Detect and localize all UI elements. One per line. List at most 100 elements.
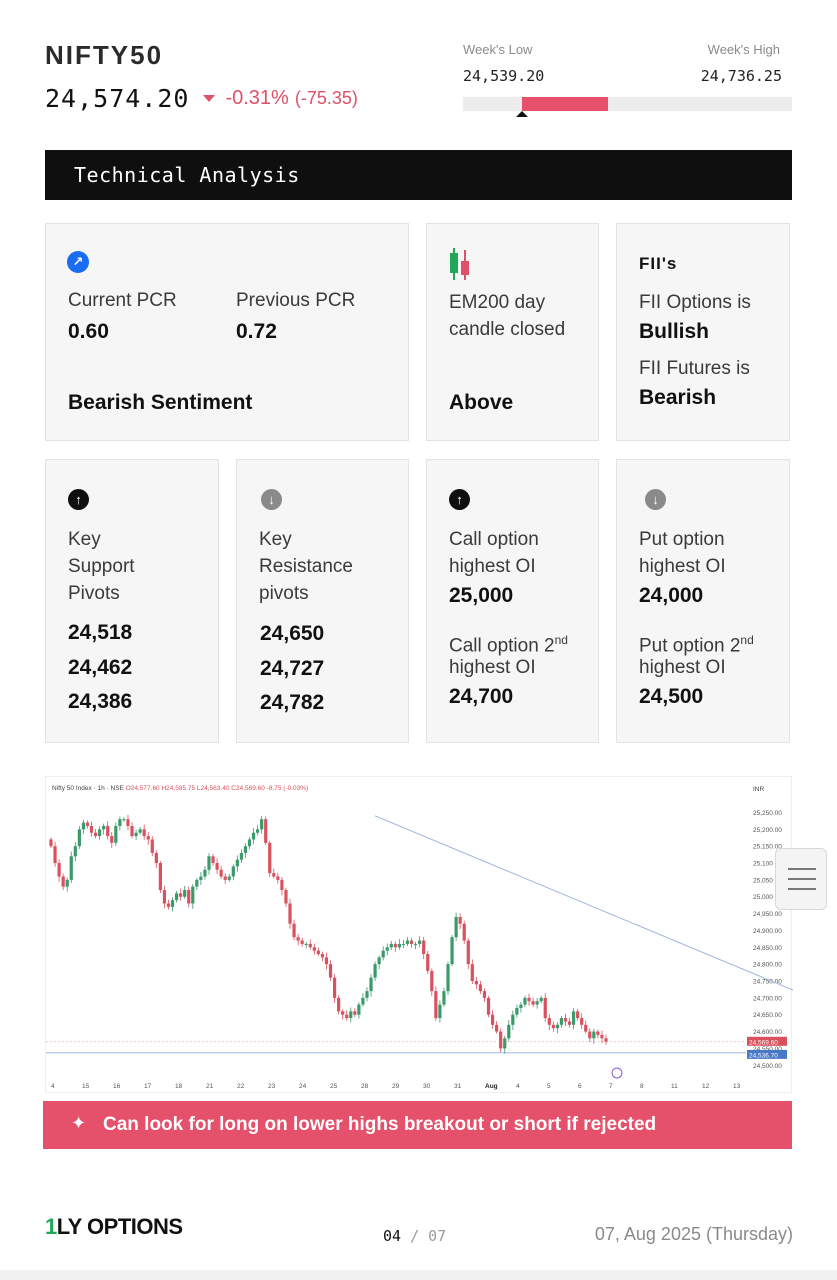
resistance-l2: Resistance [259, 556, 353, 577]
candle-body [519, 1004, 523, 1008]
footer-date: 07, Aug 2025 (Thursday) [594, 1224, 793, 1244]
candle-body [450, 937, 454, 965]
candle-body [430, 970, 434, 992]
candle-body [324, 957, 329, 965]
ohlc-value: O24,577.60 [126, 785, 162, 792]
candle-body [332, 977, 337, 998]
call-oi-card: ↑ Call option highest OI 25,000 Call opt… [426, 459, 599, 743]
price-chart[interactable]: Nifty 50 Index · 1h · NSE O24,577.60 H24… [45, 776, 793, 1093]
candle-body [478, 984, 483, 992]
candle-body [462, 923, 466, 941]
candle-body [486, 997, 491, 1015]
x-tick-label: 4 [516, 1083, 520, 1090]
candle-body [142, 829, 146, 837]
candle-body [243, 846, 248, 853]
ema-status: Above [449, 391, 514, 414]
put-oi-value2: 24,500 [639, 685, 704, 708]
x-tick-label: 17 [144, 1083, 152, 1090]
candle-body [280, 879, 284, 890]
fii-futures-value: Bearish [639, 386, 717, 409]
week-high-value: 24,736.25 [700, 67, 782, 85]
call-oi-l3: Call option 2nd [449, 633, 568, 657]
trendline [374, 815, 793, 991]
week-low-value: 24,539.20 [463, 67, 545, 85]
candle-body [543, 997, 547, 1019]
candle-body [235, 859, 239, 867]
fii-card: FII's FII Options is Bullish FII Futures… [616, 223, 790, 441]
candle-body [604, 1038, 608, 1042]
resistance-pivot-2: 24,727 [260, 657, 325, 680]
candle-body [373, 964, 377, 978]
candle-body [474, 981, 478, 985]
candle-body [89, 825, 94, 833]
candle-body [260, 819, 264, 830]
candle-body [239, 852, 244, 860]
x-tick-label: 15 [82, 1083, 90, 1090]
last-price-label: 24,569.60 [749, 1039, 778, 1046]
arrow-up-right-icon: ↗ [67, 251, 89, 273]
y-tick-label: 24,600.00 [753, 1029, 782, 1036]
candle-body [61, 876, 65, 887]
put-oi-l3: Put option 2nd [639, 633, 754, 657]
page-indicator: 04 / 07 [383, 1227, 446, 1245]
candle-body [272, 873, 276, 877]
candle-body [454, 916, 458, 938]
candle-body [203, 869, 207, 877]
bottom-strip [0, 1270, 837, 1280]
section-title: Technical Analysis [74, 163, 300, 187]
candle-body [93, 832, 98, 837]
ticker-symbol: NIFTY50 [45, 40, 164, 70]
candle-body [81, 822, 86, 830]
arrow-down-icon: ↓ [645, 489, 666, 510]
candle-body [523, 997, 527, 1005]
support-card: ↑ Key Support Pivots 24,518 24,462 24,38… [45, 459, 219, 743]
candle-body [345, 1014, 349, 1019]
candle-body [138, 829, 142, 833]
resistance-l1: Key [259, 529, 292, 550]
candle-body [438, 1004, 442, 1019]
candle-body [588, 1031, 592, 1039]
support-pivot-3: 24,386 [68, 690, 133, 713]
arrow-up-icon: ↑ [449, 489, 470, 510]
ohlc-value: H24,585.75 [161, 785, 196, 792]
support-price-label: 24,536.70 [749, 1052, 778, 1059]
candle-body [211, 856, 215, 864]
candle-body [276, 876, 280, 880]
x-tick-label: 7 [609, 1083, 613, 1090]
candle-body [251, 832, 256, 840]
candle-body [576, 1011, 580, 1019]
candle-body [292, 923, 296, 938]
support-l3: Pivots [68, 583, 120, 604]
candle-body [563, 1018, 568, 1022]
support-pivot-2: 24,462 [68, 656, 133, 679]
candle-body [377, 957, 381, 965]
candle-body [199, 876, 203, 880]
candle-body [349, 1011, 353, 1019]
x-tick-label: 31 [454, 1083, 462, 1090]
candle-body [183, 890, 187, 897]
candle-body [65, 879, 69, 887]
x-tick-label: 30 [423, 1083, 431, 1090]
event-marker-icon [611, 1067, 623, 1079]
y-tick-label: 24,900.00 [753, 928, 782, 935]
candle-body [328, 964, 333, 978]
ema-line2: candle closed [449, 319, 566, 340]
candle-body [426, 954, 430, 971]
range-track [463, 97, 792, 111]
sentiment: Bearish Sentiment [68, 391, 253, 414]
y-tick-label: 24,700.00 [753, 995, 782, 1002]
change-percent: -0.31% [225, 87, 289, 109]
candle-body [106, 825, 110, 837]
candle-body [401, 943, 406, 945]
ohlc-value: C24,569.60 [231, 785, 266, 792]
candle-body [434, 991, 438, 1019]
candle-body [53, 846, 57, 864]
candle-body [507, 1024, 511, 1039]
fii-options-label: FII Options is [639, 292, 751, 313]
x-tick-label: 13 [733, 1083, 741, 1090]
candle-body [535, 1001, 539, 1005]
menu-button[interactable] [775, 848, 827, 910]
ohlc-value: -8.75 (-0.03%) [267, 785, 309, 792]
candle-body [73, 846, 77, 857]
support-price-tag [747, 1049, 787, 1059]
